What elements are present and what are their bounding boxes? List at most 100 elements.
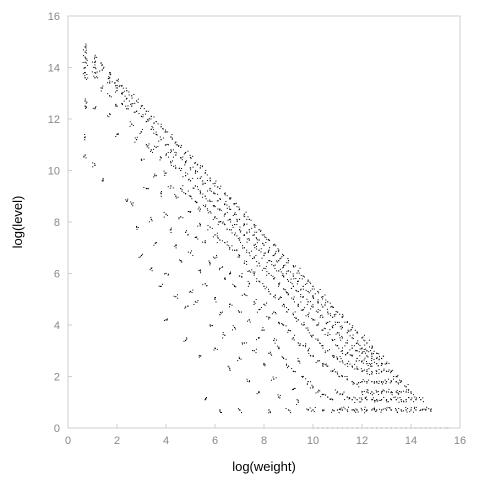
- data-point: [360, 407, 362, 409]
- data-point: [248, 218, 250, 221]
- data-point: [207, 200, 209, 202]
- data-point: [327, 313, 329, 315]
- data-point: [264, 304, 266, 306]
- data-point: [363, 348, 365, 350]
- data-point: [209, 177, 211, 179]
- data-point: [199, 222, 201, 224]
- data-point: [278, 260, 280, 262]
- data-point: [312, 285, 314, 287]
- data-point: [133, 111, 135, 113]
- data-point: [316, 324, 318, 326]
- data-point: [319, 316, 321, 318]
- data-point: [255, 237, 257, 239]
- data-point: [155, 120, 157, 123]
- data-point: [117, 132, 119, 134]
- data-point: [185, 339, 187, 342]
- data-point: [308, 332, 310, 334]
- data-point: [336, 371, 338, 373]
- data-point: [183, 192, 185, 194]
- data-point: [236, 220, 238, 222]
- data-point: [347, 330, 349, 332]
- data-point: [364, 340, 366, 342]
- data-point: [332, 324, 334, 326]
- data-point: [287, 278, 288, 280]
- data-point: [189, 195, 192, 197]
- data-point: [167, 186, 169, 188]
- data-point: [170, 149, 172, 151]
- data-point: [311, 384, 313, 386]
- data-point: [220, 412, 222, 413]
- data-point: [255, 246, 257, 248]
- data-point: [230, 197, 232, 199]
- data-point: [312, 319, 314, 321]
- data-point: [195, 202, 197, 204]
- data-point: [395, 409, 397, 411]
- data-point: [323, 409, 325, 411]
- data-point: [302, 288, 304, 290]
- data-point: [243, 234, 245, 236]
- data-point: [275, 311, 277, 313]
- data-point: [194, 172, 196, 174]
- data-point: [254, 247, 256, 249]
- data-point: [116, 79, 118, 81]
- data-point: [312, 306, 314, 308]
- data-point: [279, 282, 281, 284]
- data-point: [200, 192, 202, 194]
- data-point: [361, 409, 363, 411]
- data-point: [163, 170, 165, 172]
- data-point: [332, 399, 334, 401]
- data-point: [266, 271, 268, 273]
- data-point: [349, 363, 351, 365]
- data-point: [266, 302, 268, 304]
- data-point: [317, 290, 319, 293]
- data-point: [148, 147, 150, 149]
- data-point: [309, 281, 311, 283]
- data-point: [291, 389, 293, 391]
- data-point: [277, 285, 279, 287]
- data-point: [281, 305, 283, 307]
- data-point: [327, 311, 329, 313]
- data-point: [324, 350, 326, 352]
- data-point: [220, 312, 222, 314]
- data-point: [374, 401, 376, 403]
- x-tick-label: 0: [65, 435, 71, 447]
- data-point: [278, 284, 280, 286]
- data-point: [195, 169, 197, 171]
- data-point: [102, 85, 104, 87]
- data-point: [249, 282, 251, 284]
- data-point: [147, 145, 149, 147]
- data-point: [150, 216, 152, 218]
- data-point: [395, 381, 397, 383]
- data-point: [219, 411, 221, 413]
- data-point: [95, 106, 97, 108]
- data-point: [240, 358, 242, 360]
- data-point: [390, 409, 392, 411]
- data-point: [284, 289, 286, 291]
- data-point: [253, 350, 255, 352]
- data-point: [371, 371, 373, 373]
- data-point: [238, 254, 240, 256]
- data-point: [241, 343, 243, 345]
- data-point: [372, 346, 374, 348]
- data-point: [126, 200, 128, 202]
- data-point: [376, 382, 378, 384]
- data-point: [116, 90, 118, 92]
- data-point: [319, 342, 321, 344]
- data-point: [290, 278, 292, 280]
- data-point: [262, 243, 264, 245]
- data-point: [397, 382, 399, 384]
- data-point: [400, 381, 402, 383]
- data-point: [159, 156, 161, 158]
- data-point: [331, 411, 333, 413]
- data-point: [323, 363, 325, 365]
- data-point: [156, 134, 158, 136]
- data-point: [197, 163, 199, 165]
- data-point: [177, 297, 179, 299]
- data-point: [160, 126, 162, 128]
- data-point: [351, 409, 353, 411]
- data-point: [270, 379, 272, 381]
- data-point: [322, 363, 324, 365]
- data-point: [329, 334, 331, 336]
- data-point: [250, 271, 252, 273]
- data-point: [380, 411, 382, 413]
